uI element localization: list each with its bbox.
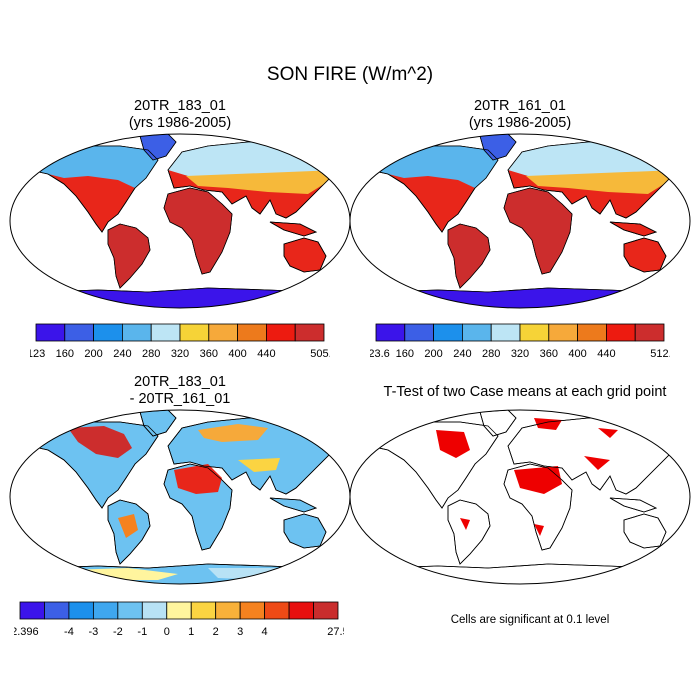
figure-title: SON FIRE (W/m^2) [266, 64, 434, 85]
colorbar-tick-label: 1 [188, 626, 194, 638]
colorbar-tick-label: 440 [597, 348, 615, 360]
colorbar-swatch [122, 323, 152, 342]
colorbar-tick-label: 0 [164, 626, 170, 638]
significant-cells [534, 524, 544, 536]
colorbar-swatch [93, 323, 123, 342]
colorbar-swatch [117, 601, 143, 620]
map-ttest [349, 409, 691, 585]
colorbar-swatch [179, 323, 210, 342]
colorbar-tick-label: 160 [396, 348, 414, 360]
colorbar-swatch [605, 323, 636, 342]
colorbar-swatch [577, 323, 607, 342]
colorbar-tick-label: 240 [113, 348, 131, 360]
colorbar-tick-label: 4 [262, 626, 268, 638]
colorbar-tick-label: 2 [213, 626, 219, 638]
colorbar-swatch [462, 323, 492, 342]
colorbar-swatch [519, 323, 550, 342]
colorbar-swatch [264, 601, 290, 620]
colorbar-swatch [294, 323, 325, 342]
panel-title-line1: 20TR_161_01 [474, 98, 566, 114]
colorbar-case2: 123.6 160 200 240 280 320 360 400 440 512.1 [370, 323, 670, 360]
colorbar-tick-label: 27.5 [327, 626, 344, 638]
significant-cells [436, 430, 470, 458]
colorbar-swatch [404, 323, 434, 342]
colorbar-swatch [433, 323, 463, 342]
colorbar-swatch [150, 323, 181, 342]
colorbar-swatch [490, 323, 521, 342]
significance-note: Cells are significant at 0.1 level [450, 614, 610, 626]
colorbar-tick-label: 400 [568, 348, 586, 360]
colorbar-swatch [313, 601, 339, 620]
map-case2 [349, 133, 691, 309]
significant-cells [584, 456, 610, 470]
colorbar-swatch [64, 323, 94, 342]
colorbar-tick-label: -4 [64, 626, 74, 638]
colorbar-swatch [288, 601, 314, 620]
colorbar-tick-label: 360 [540, 348, 558, 360]
colorbar-swatch [19, 601, 45, 620]
colorbar-swatch [166, 601, 192, 620]
colorbar-swatch [634, 323, 665, 342]
colorbar-tick-label: 240 [453, 348, 471, 360]
colorbar-swatch [215, 601, 241, 620]
colorbar-swatch [92, 601, 119, 620]
colorbar-swatch [208, 323, 239, 342]
colorbar-tick-label: 505.5 [310, 348, 330, 360]
map-case1 [9, 133, 351, 309]
panel-title-line2: - 20TR_161_01 [129, 391, 231, 407]
colorbar-tick-label: 280 [142, 348, 160, 360]
colorbar-tick-label: 160 [56, 348, 74, 360]
colorbar-tick-label: 200 [424, 348, 442, 360]
significant-cells [412, 574, 428, 580]
colorbar-swatch [68, 601, 94, 620]
colorbar-swatch [190, 601, 217, 620]
colorbar-tick-label: -3 [88, 626, 98, 638]
colorbar-swatch [35, 323, 66, 342]
colorbar-swatch [44, 601, 70, 620]
colorbar-tick-label: 360 [200, 348, 218, 360]
panel-title-ttest: T-Test of two Case means at each grid po… [355, 384, 695, 401]
colorbar-tick-label: 320 [511, 348, 529, 360]
colorbar-tick-label: 440 [257, 348, 275, 360]
colorbar-tick-label: 280 [482, 348, 500, 360]
colorbar-swatch [375, 323, 406, 342]
colorbar-difference: -12.396 -4 -3 -2 -1 0 1 2 3 4 27.5 [14, 601, 344, 638]
colorbar-tick-label: 3 [237, 626, 243, 638]
panel-title-line1: T-Test of two Case means at each grid po… [383, 384, 667, 400]
colorbar-tick-label: -12.396 [14, 626, 39, 638]
colorbar-tick-label: 512.1 [650, 348, 670, 360]
panel-title-line1: 20TR_183_01 [134, 374, 226, 390]
panel-title-line2: (yrs 1986-2005) [468, 115, 572, 131]
colorbar-case1: 123 160 200 240 280 320 360 400 440 505.5 [30, 323, 330, 360]
colorbar-tick-label: 200 [84, 348, 102, 360]
significant-cells [598, 428, 618, 438]
significant-cells [514, 466, 562, 494]
panel-title-case2: 20TR_161_01 (yrs 1986-2005) [360, 98, 680, 132]
colorbar-tick-label: -2 [113, 626, 123, 638]
colorbar-tick-label: 123.6 [370, 348, 390, 360]
panel-title-case1: 20TR_183_01 (yrs 1986-2005) [20, 98, 340, 132]
panel-title-difference: 20TR_183_01 - 20TR_161_01 [20, 374, 340, 408]
colorbar-tick-label: -1 [137, 626, 147, 638]
colorbar-swatch [141, 601, 168, 620]
colorbar-tick-label: 123 [30, 348, 45, 360]
colorbar-swatch [265, 323, 296, 342]
colorbar-tick-label: 320 [171, 348, 189, 360]
colorbar-tick-label: 400 [228, 348, 246, 360]
colorbar-swatch [239, 601, 266, 620]
map-difference [9, 409, 351, 585]
colorbar-swatch [237, 323, 267, 342]
significant-cells [460, 518, 470, 530]
panel-title-line2: (yrs 1986-2005) [128, 115, 232, 131]
panel-title-line1: 20TR_183_01 [134, 98, 226, 114]
colorbar-swatch [548, 323, 579, 342]
